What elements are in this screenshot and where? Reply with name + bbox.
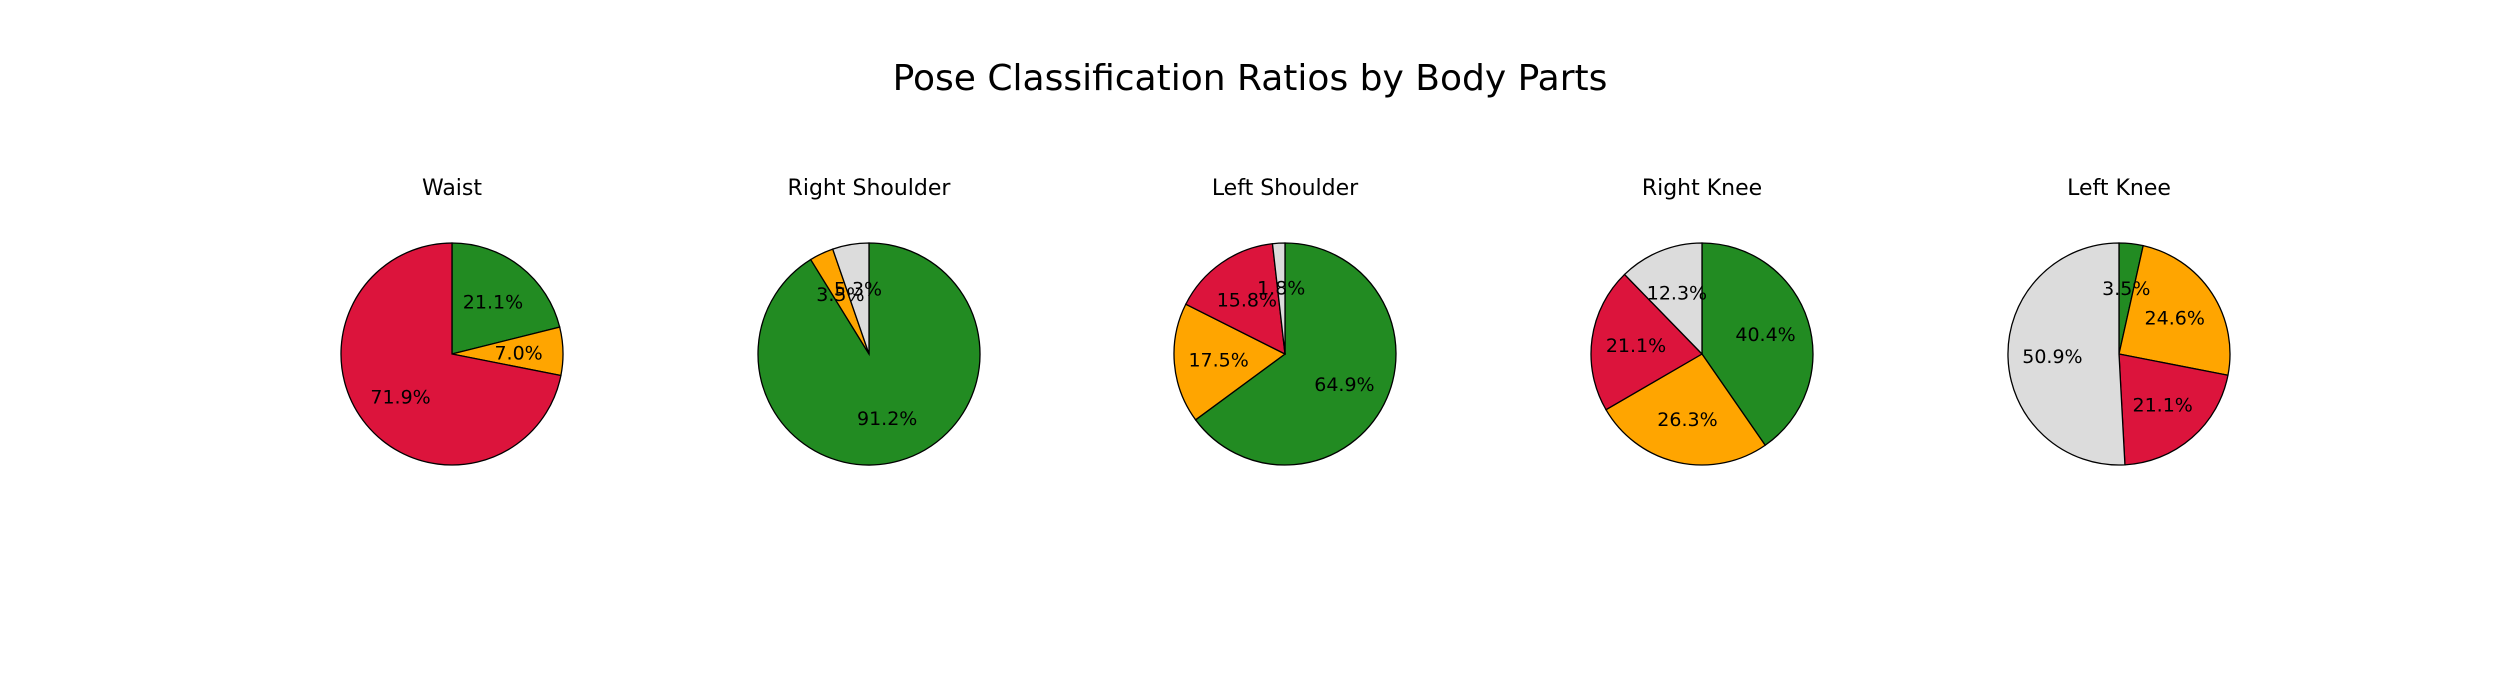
- pie-chart-title: Left Shoulder: [1212, 176, 1359, 201]
- slice-percent-label: 3.5%: [2102, 278, 2150, 300]
- slice-percent-label: 91.2%: [857, 408, 917, 430]
- pie-slice: [831, 242, 870, 355]
- pie-slice: [451, 242, 561, 355]
- pie-chart-left-shoulder: Left Shoulder 64.9% 17.5% 15.8%1.8%: [1173, 176, 1397, 466]
- slice-percent-label: 17.5%: [1188, 350, 1248, 372]
- slice-percent-label: 40.4%: [1735, 324, 1795, 346]
- pie-slice: [340, 242, 562, 466]
- slice-percent-label: 26.3%: [1657, 409, 1717, 431]
- slice-percent-label: 15.8%: [1217, 289, 1277, 311]
- slice-percent-label: 3.5%: [816, 284, 864, 306]
- pie-chart-right-knee: Right Knee 40.4% 26.3% 21.1% 12.3%: [1590, 176, 1814, 466]
- slice-percent-label: 21.1%: [1606, 335, 1666, 357]
- pie-slice: [1194, 242, 1397, 466]
- slice-percent-label: 21.1%: [2133, 394, 2193, 416]
- slice-percent-label: 5.3%: [834, 278, 882, 300]
- pie-slice: [1173, 303, 1287, 421]
- slice-percent-label: 71.9%: [370, 386, 430, 408]
- slice-percent-label: 21.1%: [463, 292, 523, 314]
- slice-percent-label: 7.0%: [494, 342, 542, 364]
- pie-chart-title: Left Knee: [2067, 176, 2171, 201]
- slice-percent-label: 64.9%: [1314, 374, 1374, 396]
- pie-slice: [1701, 242, 1814, 447]
- slice-percent-label: 1.8%: [1257, 278, 1305, 300]
- pie-chart-title: Right Knee: [1642, 176, 1762, 201]
- slice-percent-label: 24.6%: [2145, 308, 2205, 330]
- pie-chart-waist: Waist 21.1% 7.0% 71.9%: [340, 176, 564, 466]
- pie-chart-left-knee: Left Knee 3.5% 24.6% 21.1% 50.9%: [2007, 176, 2231, 466]
- pie-slice: [1623, 242, 1703, 356]
- slice-percent-label: 50.9%: [2022, 346, 2082, 368]
- pie-chart-right-shoulder: Right Shoulder 91.2% 3.5%5.3%: [757, 176, 981, 466]
- pie-slice: [2007, 242, 2126, 466]
- pie-slice: [2118, 353, 2229, 466]
- pie-slice: [1590, 273, 1704, 411]
- figure-title: Pose Classification Ratios by Body Parts: [892, 58, 1608, 99]
- slice-percent-label: 12.3%: [1647, 282, 1707, 304]
- pie-slice: [2118, 244, 2231, 377]
- pie-slice: [1271, 242, 1286, 355]
- pie-chart-title: Waist: [422, 176, 482, 201]
- pie-slice: [1605, 353, 1767, 466]
- pie-chart-title: Right Shoulder: [788, 176, 952, 201]
- pie-slice: [1184, 242, 1286, 356]
